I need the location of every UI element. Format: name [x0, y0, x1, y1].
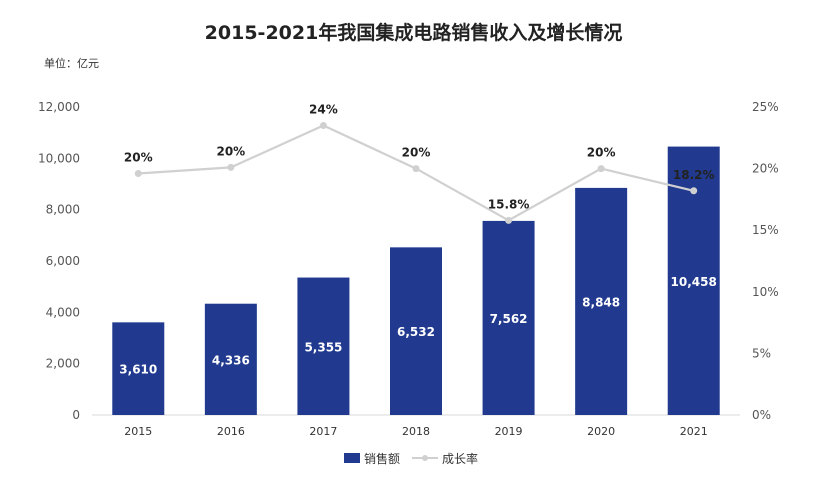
- bar-value-label: 4,336: [212, 353, 250, 367]
- bar-series: [112, 146, 720, 415]
- growth-rate-point: [412, 165, 420, 173]
- growth-rate-point: [597, 165, 605, 173]
- bar: [575, 187, 628, 415]
- growth-rate-point: [319, 121, 327, 129]
- left-tick-label: 12,000: [38, 100, 80, 114]
- bar-value-label: 5,355: [304, 340, 342, 354]
- left-tick-label: 2,000: [46, 357, 80, 371]
- bar-value-label: 8,848: [582, 295, 620, 309]
- left-tick-label: 10,000: [38, 151, 80, 165]
- left-tick-label: 8,000: [46, 203, 80, 217]
- growth-rate-label: 20%: [124, 151, 153, 165]
- x-tick-label: 2017: [309, 425, 337, 438]
- growth-rate-label: 15.8%: [488, 197, 530, 211]
- bar: [112, 322, 165, 415]
- bar: [204, 303, 257, 415]
- x-tick-label: 2018: [402, 425, 430, 438]
- growth-rate-point: [227, 163, 235, 171]
- left-tick-label: 4,000: [46, 305, 80, 319]
- growth-rate-point: [134, 170, 142, 178]
- growth-rate-label: 20%: [587, 146, 616, 160]
- bar-value-label: 3,610: [119, 363, 157, 377]
- bar: [482, 220, 535, 415]
- right-axis-ticks: 0% 5% 10% 15% 20% 25%: [752, 100, 779, 422]
- growth-rate-label: 20%: [216, 144, 245, 158]
- right-tick-label: 0%: [752, 408, 771, 422]
- right-tick-label: 10%: [752, 285, 779, 299]
- legend-bar-swatch: [344, 453, 360, 463]
- bar-value-label: 7,562: [490, 312, 528, 326]
- growth-rate-label: 20%: [402, 146, 431, 160]
- x-tick-label: 2015: [124, 425, 152, 438]
- bar: [390, 247, 442, 415]
- x-tick-label: 2020: [587, 425, 615, 438]
- growth-rate-point: [505, 216, 513, 224]
- legend-line-dot: [422, 455, 428, 461]
- bar: [297, 277, 350, 415]
- x-tick-label: 2021: [680, 425, 708, 438]
- legend-bar-label: 销售额: [364, 451, 400, 466]
- left-tick-label: 0: [72, 408, 80, 422]
- growth-rate-points: [134, 121, 698, 224]
- legend-line-label: 成长率: [442, 451, 478, 466]
- chart-title: 2015-2021年我国集成电路销售收入及增长情况: [204, 22, 623, 44]
- x-axis-ticks: 2015 2016 2017 2018 2019 2020 2021: [124, 425, 707, 438]
- bar-value-label: 6,532: [397, 325, 435, 339]
- x-tick-label: 2016: [217, 425, 245, 438]
- right-tick-label: 25%: [752, 100, 779, 114]
- left-tick-label: 6,000: [46, 254, 80, 268]
- bar-value-label: 10,458: [671, 275, 717, 289]
- left-axis-ticks: 0 2,000 4,000 6,000 8,000 10,000 12,000: [38, 100, 80, 422]
- right-tick-label: 20%: [752, 162, 779, 176]
- legend: 销售额 成长率: [344, 451, 478, 466]
- x-tick-label: 2019: [495, 425, 523, 438]
- right-tick-label: 5%: [752, 346, 771, 360]
- growth-rate-label: 24%: [309, 102, 338, 116]
- growth-rate-labels: 20% 20% 24% 20% 15.8% 20% 18.2%: [124, 102, 715, 211]
- growth-rate-label: 18.2%: [673, 168, 715, 182]
- bar-labels: 3,610 4,336 5,355 6,532 7,562 8,848 10,458: [119, 275, 717, 377]
- growth-rate-point: [690, 187, 698, 195]
- right-tick-label: 15%: [752, 223, 779, 237]
- unit-label: 单位：亿元: [44, 57, 99, 70]
